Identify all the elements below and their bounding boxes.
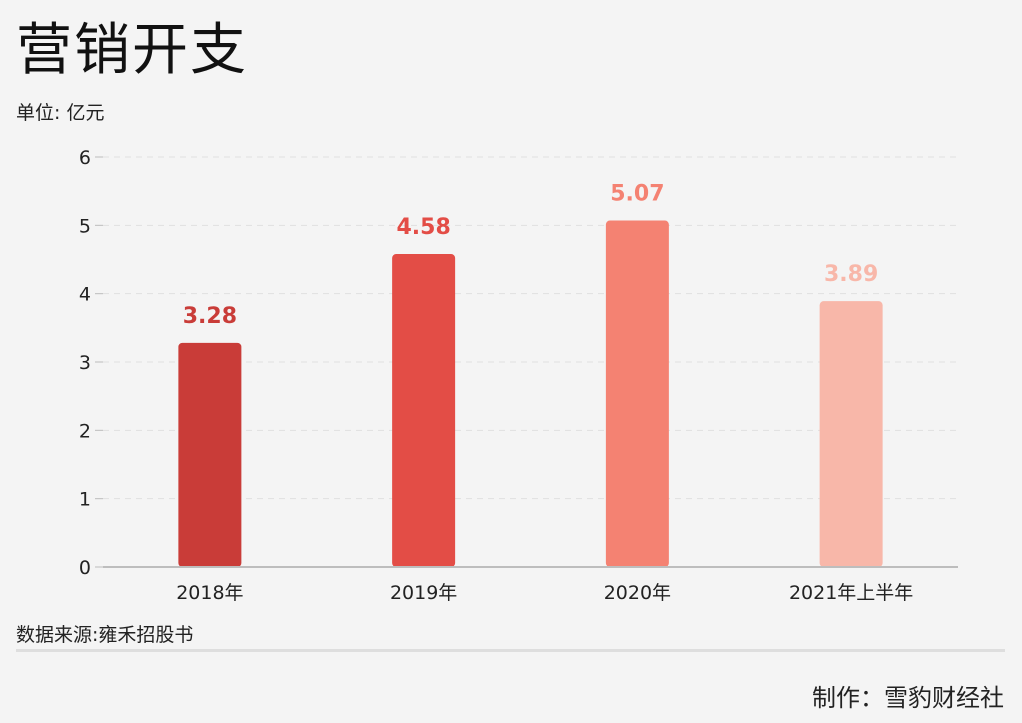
bar — [819, 301, 883, 567]
bar-value-label: 3.89 — [824, 262, 878, 287]
y-tick-label: 2 — [79, 420, 91, 442]
y-tick-label: 3 — [79, 352, 91, 374]
y-tick-label: 6 — [79, 147, 91, 169]
y-tick-label: 1 — [79, 489, 91, 511]
bar — [178, 342, 242, 567]
footer-divider — [16, 649, 1005, 652]
data-source: 数据来源:雍禾招股书 — [16, 624, 194, 646]
bar-value-label: 4.58 — [396, 215, 450, 240]
x-tick-label: 2020年 — [604, 582, 671, 604]
bar-value-label: 5.07 — [610, 182, 664, 207]
bar-value-label: 3.28 — [183, 304, 237, 329]
y-tick-label: 0 — [79, 557, 91, 579]
bar — [392, 254, 456, 568]
bar — [605, 220, 669, 568]
chart-title: 营销开支 — [16, 18, 248, 83]
unit-label: 单位: 亿元 — [16, 102, 105, 124]
y-tick-label: 5 — [79, 215, 91, 237]
x-tick-label: 2018年 — [176, 582, 243, 604]
x-tick-label: 2021年上半年 — [789, 582, 913, 604]
x-tick-label: 2019年 — [390, 582, 457, 604]
y-tick-label: 4 — [79, 284, 91, 306]
credit-label: 制作：雪豹财经社 — [812, 684, 1004, 712]
